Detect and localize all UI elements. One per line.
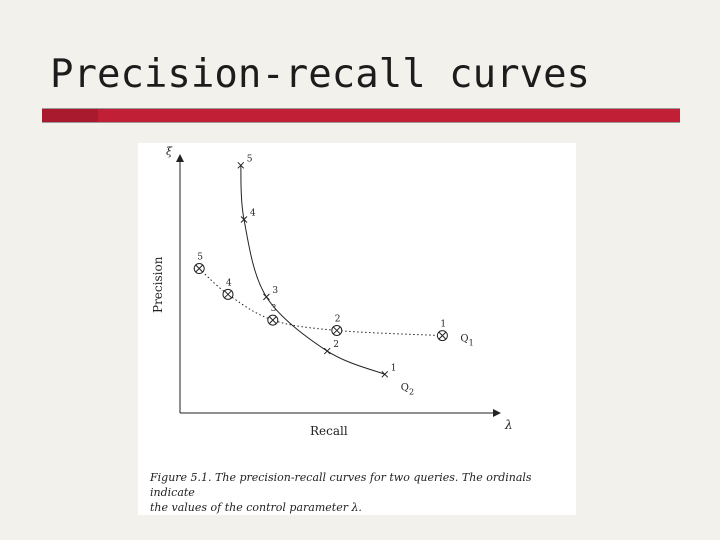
point-cross-q1-1 (438, 331, 447, 340)
ordinal-label-q2-2: 2 (333, 340, 339, 350)
title-underline-bar (42, 108, 680, 123)
point-cross-q1-5 (195, 264, 204, 273)
y-axis-symbol: ξ (166, 145, 173, 158)
data-point-q2-3 (263, 293, 270, 301)
title-bar-main (98, 109, 680, 122)
x-axis-label: Recall (310, 424, 348, 438)
ordinal-label-q1-4: 4 (226, 278, 232, 288)
series-line-q2 (240, 165, 385, 375)
data-point-q2-2 (323, 347, 331, 355)
series-label-q1: Q1 (460, 334, 473, 348)
x-axis-symbol: λ (504, 418, 513, 432)
point-cross-q1-3 (268, 316, 277, 324)
ordinal-label-q1-5: 5 (197, 253, 203, 263)
ordinal-label-q1-3: 3 (271, 304, 277, 314)
point-cross-q1-2 (332, 326, 341, 335)
point-cross-q1-4 (224, 290, 232, 299)
title-bar-accent (42, 109, 98, 122)
ordinal-label-q2-4: 4 (250, 209, 256, 219)
series-label-q2: Q2 (401, 382, 414, 396)
ordinal-label-q2-1: 1 (391, 363, 397, 373)
y-axis-label: Precision (151, 256, 165, 313)
caption-line-2: the values of the control parameter λ. (150, 501, 362, 514)
series-label-sub-q2: 2 (409, 387, 414, 396)
figure-panel: ξ λ Precision Recall 5 4 3 2 1 Q1 5 4 3 2 1 Q2 Figu… (138, 143, 576, 515)
data-point-q2-4 (240, 216, 248, 223)
ordinal-label-q2-5: 5 (247, 154, 253, 164)
data-point-q2-1 (381, 370, 389, 378)
series-label-sub-q1: 1 (469, 339, 474, 348)
caption-line-1: Figure 5.1. The precision-recall curves … (150, 471, 532, 499)
ordinal-label-q1-2: 2 (335, 314, 341, 324)
figure-caption: Figure 5.1. The precision-recall curves … (150, 470, 574, 515)
ordinal-label-q1-1: 1 (440, 320, 446, 330)
series-line-q1 (198, 268, 443, 337)
ordinal-label-q2-3: 3 (272, 286, 278, 296)
data-point-q2-5 (237, 161, 245, 169)
slide-title: Precision-recall curves (50, 52, 591, 97)
